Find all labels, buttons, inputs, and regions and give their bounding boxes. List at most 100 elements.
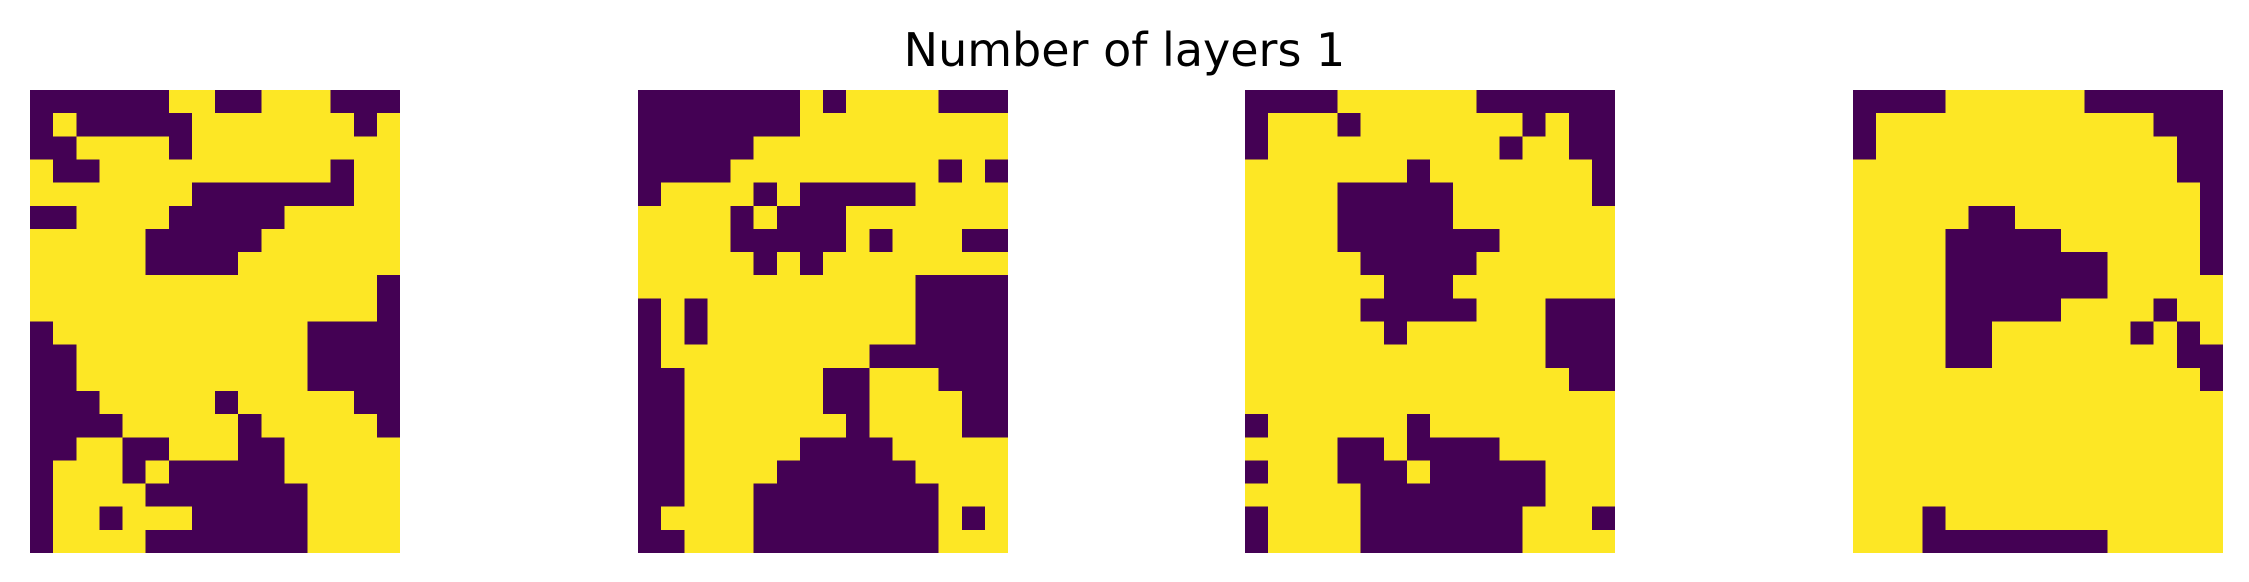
heatmap-cell (99, 275, 124, 299)
heatmap-cell (1476, 529, 1500, 553)
heatmap-cell (2199, 113, 2223, 137)
heatmap-cell (215, 113, 239, 137)
heatmap-cell (2038, 275, 2062, 299)
heatmap-cell (1245, 182, 1269, 207)
heatmap-cell (1922, 367, 1947, 392)
heatmap-cell (638, 182, 662, 207)
heatmap-cell (191, 228, 216, 253)
heatmap-cell (684, 414, 708, 438)
heatmap-cell (1853, 483, 1877, 508)
heatmap-cell (1876, 252, 1900, 276)
heatmap-cell (30, 90, 54, 114)
heatmap-cell (1522, 529, 1547, 553)
heatmap-cell (1245, 298, 1269, 323)
heatmap-cell (376, 414, 400, 438)
heatmap-cell (2176, 275, 2201, 299)
heatmap-cell (307, 321, 332, 346)
heatmap-cell (1430, 228, 1454, 253)
heatmap-cell (76, 182, 100, 207)
heatmap-cell (330, 344, 355, 369)
heatmap-cell (145, 437, 170, 461)
heatmap-cell (1899, 483, 1923, 508)
heatmap-cell (730, 437, 755, 461)
heatmap-cell (892, 205, 917, 230)
heatmap-cell (1268, 113, 1292, 137)
heatmap-cell (2176, 460, 2201, 485)
heatmap-cell (915, 437, 940, 461)
heatmap-cell (1876, 367, 1900, 392)
heatmap-cell (1545, 529, 1570, 553)
heatmap-cell (99, 390, 124, 415)
heatmap-cell (261, 529, 285, 553)
heatmap-cell (353, 298, 378, 323)
heatmap-cell (776, 159, 801, 184)
heatmap-cell (638, 414, 662, 438)
heatmap-cell (53, 228, 77, 253)
heatmap-cell (353, 205, 378, 230)
heatmap-cell (1406, 252, 1431, 276)
heatmap-cell (376, 390, 400, 415)
heatmap-cell (1314, 298, 1339, 323)
heatmap-cell (1568, 182, 1593, 207)
heatmap-cell (730, 90, 755, 114)
heatmap-cell (1499, 182, 1524, 207)
heatmap-cell (938, 390, 963, 415)
heatmap-cell (1522, 367, 1547, 392)
heatmap-cell (215, 414, 239, 438)
heatmap-cell (1522, 90, 1547, 114)
heatmap-cell (1591, 275, 1615, 299)
heatmap-cell (2130, 367, 2155, 392)
heatmap-cell (730, 228, 755, 253)
heatmap-cell (1876, 437, 1900, 461)
heatmap-cell (892, 344, 917, 369)
heatmap-cell (1406, 414, 1431, 438)
heatmap-cell (191, 367, 216, 392)
heatmap-cell (76, 298, 100, 323)
heatmap-cell (1453, 390, 1477, 415)
heatmap-cell (1430, 298, 1454, 323)
heatmap-cell (1383, 483, 1408, 508)
heatmap-cell (961, 275, 986, 299)
heatmap-cell (799, 136, 824, 161)
heatmap-cell (353, 460, 378, 485)
heatmap-cell (1945, 136, 1970, 161)
heatmap-cell (661, 205, 685, 230)
heatmap-cell (938, 136, 963, 161)
heatmap-cell (638, 321, 662, 346)
heatmap-cell (2199, 506, 2223, 531)
heatmap-cell (684, 506, 708, 531)
heatmap-cell (353, 136, 378, 161)
heatmap-cell (238, 136, 262, 161)
heatmap-cell (1545, 460, 1570, 485)
heatmap-panel-1 (30, 90, 400, 553)
heatmap-cell (2084, 90, 2108, 114)
heatmap-cell (1945, 483, 1970, 508)
heatmap-cell (1360, 529, 1385, 553)
heatmap-cell (1406, 205, 1431, 230)
heatmap-cell (1876, 460, 1900, 485)
heatmap-cell (2061, 414, 2085, 438)
heatmap-cell (30, 483, 54, 508)
heatmap-cell (238, 344, 262, 369)
heatmap-cell (961, 182, 986, 207)
heatmap-cell (1922, 321, 1947, 346)
heatmap-cell (753, 205, 778, 230)
heatmap-cell (353, 367, 378, 392)
heatmap-cell (1245, 460, 1269, 485)
heatmap-cell (1591, 159, 1615, 184)
heatmap-cell (799, 367, 824, 392)
heatmap-cell (2038, 390, 2062, 415)
heatmap-cell (799, 437, 824, 461)
heatmap-cell (122, 344, 147, 369)
heatmap-cell (1383, 205, 1408, 230)
heatmap-cell (707, 228, 732, 253)
heatmap-cell (1922, 390, 1947, 415)
heatmap-cell (684, 205, 708, 230)
heatmap-cell (1853, 529, 1877, 553)
heatmap-cell (661, 113, 685, 137)
heatmap-cell (1876, 506, 1900, 531)
heatmap-cell (846, 205, 870, 230)
heatmap-cell (53, 298, 77, 323)
heatmap-cell (376, 205, 400, 230)
heatmap-cell (1499, 367, 1524, 392)
